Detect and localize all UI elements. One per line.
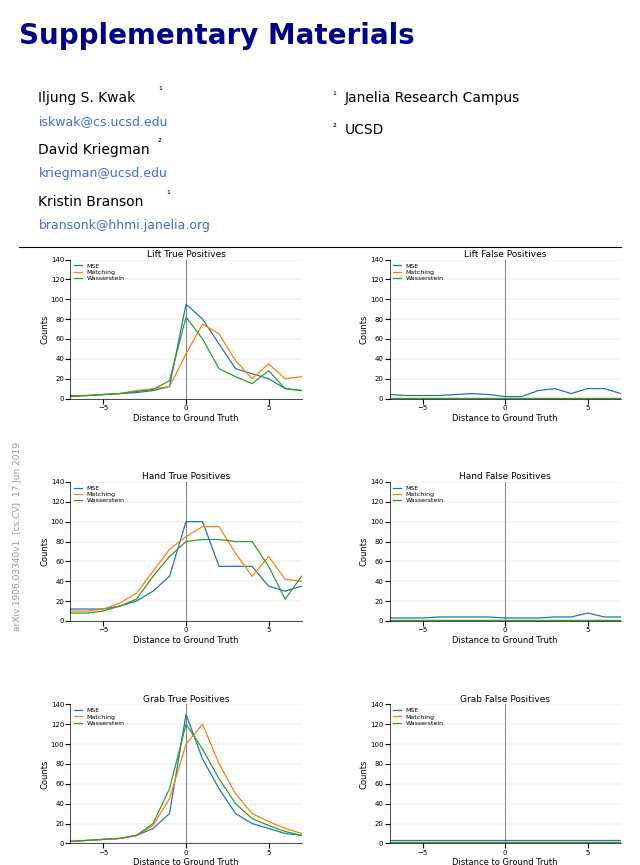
- Title: Grab False Positives: Grab False Positives: [460, 695, 550, 703]
- X-axis label: Distance to Ground Truth: Distance to Ground Truth: [133, 636, 239, 645]
- Y-axis label: Counts: Counts: [360, 759, 369, 789]
- X-axis label: Distance to Ground Truth: Distance to Ground Truth: [452, 413, 558, 422]
- Text: ²: ²: [158, 138, 162, 149]
- Y-axis label: Counts: Counts: [360, 537, 369, 566]
- Text: kriegman@ucsd.edu: kriegman@ucsd.edu: [38, 167, 167, 180]
- Title: Hand False Positives: Hand False Positives: [460, 472, 551, 481]
- Legend: MSE, Matching, Wasserstein: MSE, Matching, Wasserstein: [74, 485, 125, 504]
- Y-axis label: Counts: Counts: [40, 759, 49, 789]
- Legend: MSE, Matching, Wasserstein: MSE, Matching, Wasserstein: [74, 263, 125, 281]
- Text: Janelia Research Campus: Janelia Research Campus: [344, 91, 520, 105]
- Title: Lift False Positives: Lift False Positives: [464, 250, 547, 259]
- Text: ²: ²: [333, 123, 337, 133]
- Text: Iljung S. Kwak: Iljung S. Kwak: [38, 91, 136, 105]
- Text: David Kriegman: David Kriegman: [38, 143, 150, 157]
- Text: iskwak@cs.ucsd.edu: iskwak@cs.ucsd.edu: [38, 115, 168, 128]
- Legend: MSE, Matching, Wasserstein: MSE, Matching, Wasserstein: [393, 708, 444, 727]
- Title: Lift True Positives: Lift True Positives: [147, 250, 225, 259]
- Text: bransonk@hhmi.janelia.org: bransonk@hhmi.janelia.org: [38, 219, 211, 232]
- Legend: MSE, Matching, Wasserstein: MSE, Matching, Wasserstein: [74, 708, 125, 727]
- Text: UCSD: UCSD: [344, 123, 384, 137]
- Text: ¹: ¹: [333, 91, 337, 101]
- X-axis label: Distance to Ground Truth: Distance to Ground Truth: [133, 413, 239, 422]
- Text: ¹: ¹: [158, 86, 162, 97]
- Text: ¹: ¹: [166, 190, 170, 201]
- X-axis label: Distance to Ground Truth: Distance to Ground Truth: [133, 858, 239, 865]
- X-axis label: Distance to Ground Truth: Distance to Ground Truth: [452, 636, 558, 645]
- X-axis label: Distance to Ground Truth: Distance to Ground Truth: [452, 858, 558, 865]
- Y-axis label: Counts: Counts: [40, 314, 49, 343]
- Text: arXiv:1906.03340v1  [cs.CV]  17 Jun 2019: arXiv:1906.03340v1 [cs.CV] 17 Jun 2019: [13, 442, 22, 631]
- Text: Supplementary Materials: Supplementary Materials: [19, 22, 415, 49]
- Legend: MSE, Matching, Wasserstein: MSE, Matching, Wasserstein: [393, 263, 444, 281]
- Y-axis label: Counts: Counts: [40, 537, 49, 566]
- Title: Hand True Positives: Hand True Positives: [142, 472, 230, 481]
- Legend: MSE, Matching, Wasserstein: MSE, Matching, Wasserstein: [393, 485, 444, 504]
- Y-axis label: Counts: Counts: [360, 314, 369, 343]
- Text: Kristin Branson: Kristin Branson: [38, 195, 144, 208]
- Title: Grab True Positives: Grab True Positives: [143, 695, 229, 703]
